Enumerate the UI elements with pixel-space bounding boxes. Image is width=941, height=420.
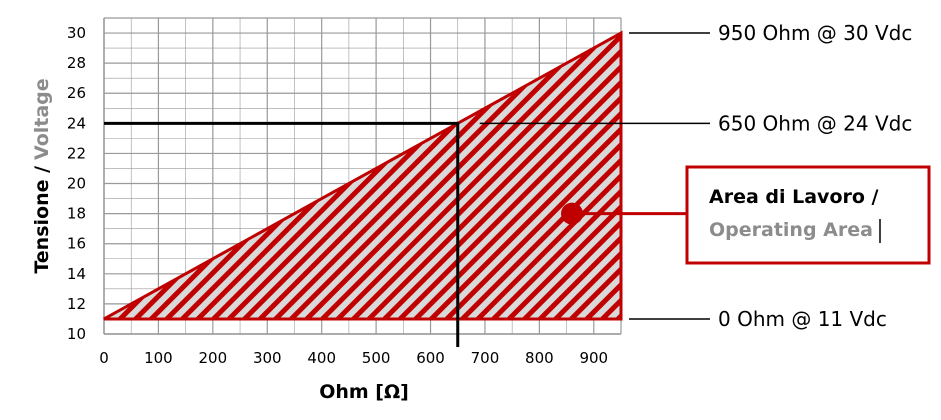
x-tick-label: 400 bbox=[307, 349, 336, 367]
annotation-label: 650 Ohm @ 24 Vdc bbox=[718, 111, 912, 135]
x-tick-label: 900 bbox=[579, 349, 608, 367]
y-axis-title-part1: Tensione / bbox=[31, 166, 53, 274]
x-tick-label: 100 bbox=[144, 349, 173, 367]
y-tick-label: 20 bbox=[67, 175, 86, 193]
legend-marker-dot bbox=[561, 202, 584, 225]
y-tick-label: 16 bbox=[67, 235, 86, 253]
y-tick-label: 26 bbox=[67, 84, 86, 102]
x-tick-label: 600 bbox=[416, 349, 445, 367]
x-tick-label: 300 bbox=[253, 349, 282, 367]
point-annotations: 950 Ohm @ 30 Vdc 650 Ohm @ 24 Vdc 0 Ohm @ … bbox=[479, 21, 912, 331]
reference-lines bbox=[104, 121, 460, 347]
y-tick-label: 14 bbox=[67, 265, 86, 283]
legend: Area di Lavoro / Operating Area bbox=[561, 165, 931, 265]
legend-label-line2: Operating Area bbox=[709, 219, 873, 241]
x-tick-label: 700 bbox=[471, 349, 500, 367]
y-tick-label: 24 bbox=[67, 114, 86, 132]
y-tick-label: 10 bbox=[67, 325, 86, 343]
x-tick-label: 500 bbox=[362, 349, 391, 367]
annotation-label: 0 Ohm @ 11 Vdc bbox=[718, 307, 887, 331]
y-tick-labels: 10 12 14 16 18 20 22 24 26 28 30 bbox=[67, 24, 86, 343]
x-tick-label: 200 bbox=[199, 349, 228, 367]
x-tick-label: 0 bbox=[99, 349, 109, 367]
y-tick-label: 12 bbox=[67, 295, 86, 313]
y-tick-label: 28 bbox=[67, 54, 86, 72]
x-axis-title: Ohm [Ω] bbox=[319, 381, 409, 403]
x-tick-label: 800 bbox=[525, 349, 554, 367]
y-tick-label: 18 bbox=[67, 205, 86, 223]
x-tick-labels: 0 100 200 300 400 500 600 700 800 900 bbox=[99, 349, 608, 367]
y-axis-title-part2: Voltage bbox=[31, 78, 53, 160]
legend-box bbox=[685, 165, 931, 265]
y-tick-label: 22 bbox=[67, 144, 86, 162]
y-tick-label: 30 bbox=[67, 24, 86, 42]
annotation-label: 950 Ohm @ 30 Vdc bbox=[718, 21, 912, 45]
operating-area-polygon bbox=[103, 30, 623, 321]
legend-label-line1: Area di Lavoro / bbox=[709, 186, 879, 208]
y-axis-title: Tensione / Voltage bbox=[31, 78, 53, 273]
